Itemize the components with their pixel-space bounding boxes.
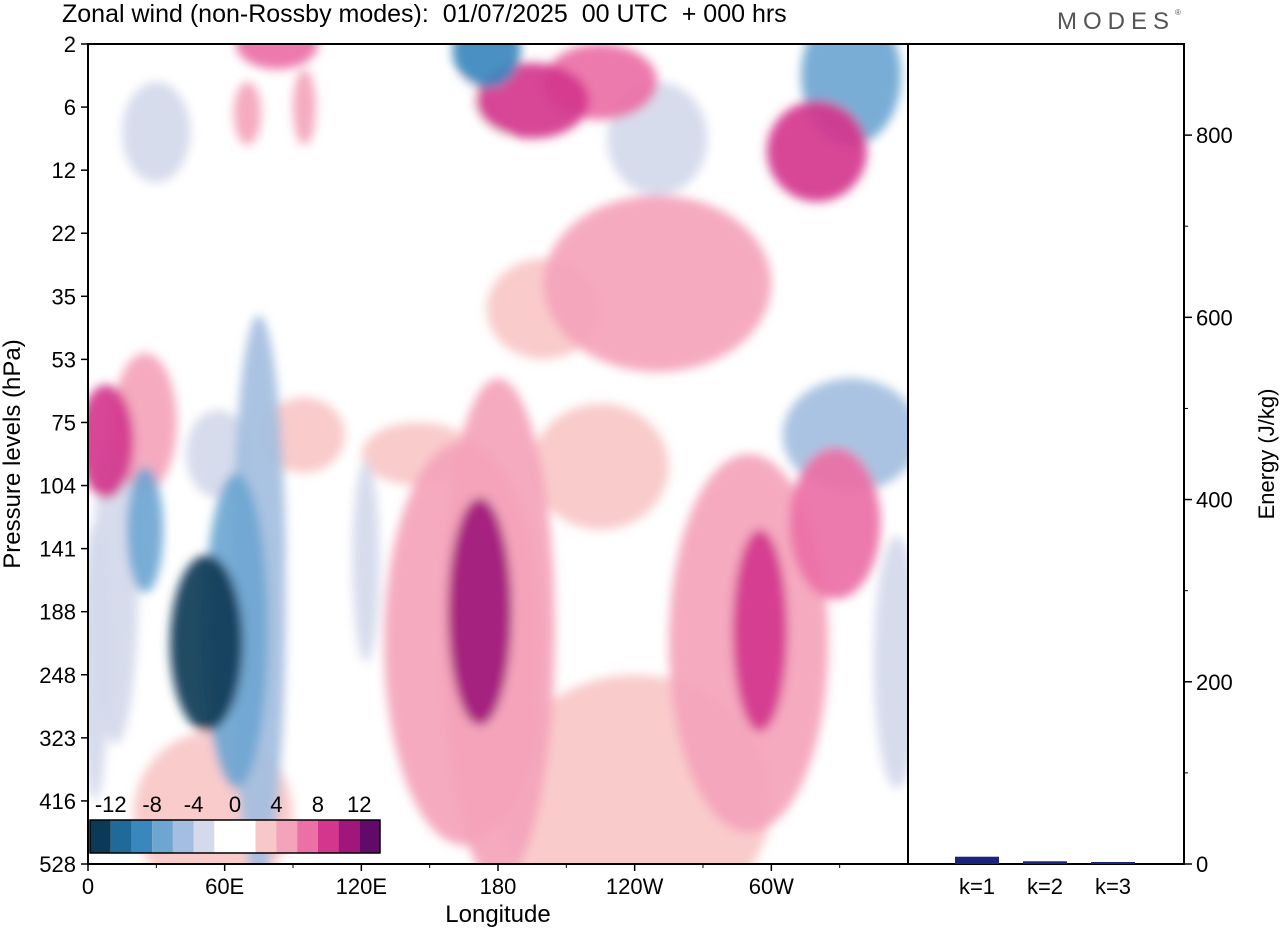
energy-bar (955, 856, 999, 864)
energy-tick-label: 800 (1196, 123, 1233, 148)
y-tick-label: 416 (39, 789, 76, 814)
x-tick-label: 0 (82, 874, 94, 899)
wind-anomaly-cell (452, 44, 521, 89)
colorbar-label: 0 (229, 792, 241, 817)
wind-anomaly-cell (766, 100, 868, 202)
colorbar-frame (89, 819, 381, 854)
colorbar: -12 -8 -4 0 4 8 12 (89, 792, 381, 854)
x-tick-label: 120W (606, 874, 664, 899)
modes-logo: MODES® (1057, 8, 1181, 36)
wind-anomaly-cell (732, 529, 788, 732)
energy-tick-label: 600 (1196, 305, 1233, 330)
colorbar-swatch (338, 820, 360, 853)
colorbar-label: 8 (312, 792, 324, 817)
wind-anomaly-cell (236, 44, 319, 70)
wind-anomaly-cell (263, 397, 346, 473)
energy-tick-label: 0 (1196, 852, 1208, 877)
wind-anomaly-cell (122, 151, 259, 341)
colorbar-swatch (317, 820, 339, 853)
x-axis-label: Longitude (445, 901, 550, 928)
y-tick-label: 323 (39, 726, 76, 751)
y-tick-label: 22 (52, 221, 76, 246)
wind-anomaly-cell (233, 81, 262, 145)
colorbar-swatch (214, 820, 235, 853)
colorbar-swatch (359, 820, 380, 853)
y-tick-label: 75 (52, 410, 76, 435)
x-tick-label: 60W (749, 874, 794, 899)
y-tick-label: 53 (52, 347, 76, 372)
colorbar-swatch (276, 820, 298, 853)
wind-anomaly-cell (532, 403, 669, 530)
y-tick-label: 104 (39, 474, 76, 499)
energy-tick-label: 400 (1196, 488, 1233, 513)
energy-tick-label: 200 (1196, 670, 1233, 695)
colorbar-swatch (235, 820, 256, 853)
wind-anomaly-cell (372, 75, 510, 202)
colorbar-swatch (152, 820, 173, 853)
wind-anomaly-cell (352, 460, 380, 663)
energy-axis-label: Energy (J/kg) (1254, 389, 1279, 520)
y-axis-label: Pressure levels (hPa) (0, 339, 26, 568)
wind-anomaly-cell (293, 69, 316, 145)
y-tick-label: 188 (39, 600, 76, 625)
energy-category-label: k=3 (1095, 874, 1131, 899)
x-tick-label: 60E (205, 874, 244, 899)
y-tick-label: 6 (64, 95, 76, 120)
colorbar-swatch (297, 820, 318, 853)
wind-anomaly-cell (447, 498, 512, 726)
wind-anomaly-cell (122, 81, 191, 183)
y-tick-label: 35 (52, 284, 76, 309)
colorbar-label: 12 (347, 792, 371, 817)
x-tick-label: 120E (336, 874, 387, 899)
y-tick-label: 528 (39, 852, 76, 877)
wind-anomaly-cell (170, 554, 243, 732)
colorbar-swatch (110, 820, 132, 853)
logo-text: MODES (1057, 8, 1176, 35)
colorbar-label: 4 (270, 792, 282, 817)
colorbar-swatch (255, 820, 277, 853)
y-tick-label: 141 (39, 537, 76, 562)
y-tick-label: 12 (52, 158, 76, 183)
energy-bar (1091, 862, 1135, 864)
colorbar-label: -8 (142, 792, 162, 817)
wind-anomaly-cell (126, 466, 164, 593)
wind-anomaly-cell (88, 523, 109, 801)
colorbar-swatch (193, 820, 215, 853)
heatmap-field (88, 44, 908, 864)
colorbar-swatch (90, 820, 111, 853)
colorbar-swatch (131, 820, 153, 853)
energy-panel-frame (907, 43, 1185, 865)
energy-bar (1023, 861, 1067, 864)
wind-anomaly-cell (265, 542, 366, 858)
registered-mark-icon: ® (1175, 8, 1181, 17)
colorbar-swatch (172, 820, 194, 853)
y-tick-label: 2 (64, 32, 76, 57)
colorbar-label: -4 (184, 792, 204, 817)
wind-anomaly-cell (789, 447, 881, 600)
colorbar-label: -12 (95, 792, 127, 817)
wind-anomaly-cell (543, 195, 772, 372)
y-tick-label: 248 (39, 663, 76, 688)
energy-category-label: k=1 (959, 874, 995, 899)
energy-category-label: k=2 (1027, 874, 1063, 899)
wind-anomaly-cell (873, 536, 908, 789)
chart-title: Zonal wind (non-Rossby modes): 01/07/202… (62, 0, 787, 28)
x-tick-label: 180 (480, 874, 517, 899)
wind-anomaly-cell (88, 384, 134, 499)
